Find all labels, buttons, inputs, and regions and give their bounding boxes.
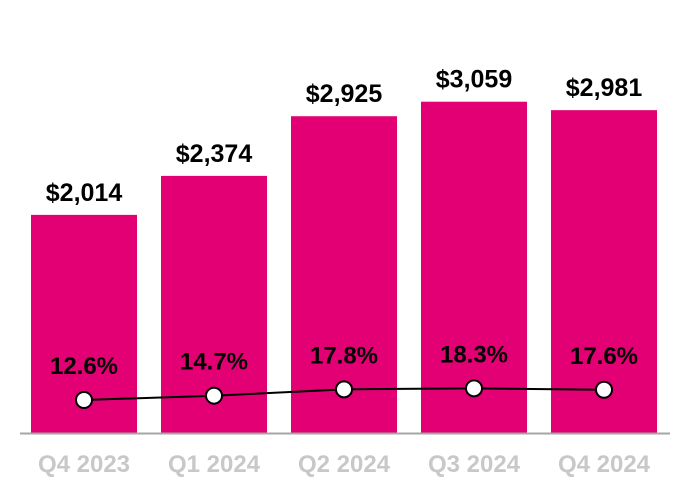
margin-point-q4-2024	[595, 380, 613, 399]
x-tick-label: Q1 2024	[168, 451, 261, 478]
bar-value-label: $3,059	[436, 66, 512, 94]
margin-point-q2-2024	[335, 380, 353, 399]
bar-value-label: $2,014	[46, 179, 123, 207]
margin-line-layer	[75, 379, 613, 409]
bar-value-label: $2,374	[176, 140, 253, 168]
margin-point-q4-2023	[75, 391, 93, 409]
bar-value-label: $2,981	[566, 74, 643, 102]
x-tick-label: Q3 2024	[428, 451, 521, 478]
margin-value-label: 18.3%	[440, 341, 508, 368]
margin-value-label: 12.6%	[50, 353, 118, 380]
bar-q3-2024	[421, 101, 527, 433]
x-tick-label: Q2 2024	[298, 451, 391, 478]
bar-q4-2024	[551, 110, 657, 433]
x-tick-label: Q4 2023	[38, 451, 130, 478]
bar-value-label: $2,925	[306, 80, 383, 108]
labels-layer: $2,014 Q4 2023 $2,374 Q1 2024 $2,925 Q2 2024 $…	[38, 66, 651, 478]
margin-point-q3-2024	[465, 379, 483, 398]
bars-layer	[31, 101, 657, 433]
margin-value-label: 14.7%	[180, 349, 248, 376]
bar-q2-2024	[291, 116, 397, 433]
margin-value-label: 17.6%	[570, 343, 638, 370]
margin-point-q1-2024	[205, 386, 223, 405]
x-tick-label: Q4 2024	[558, 451, 651, 478]
margin-value-label: 17.8%	[310, 342, 378, 369]
